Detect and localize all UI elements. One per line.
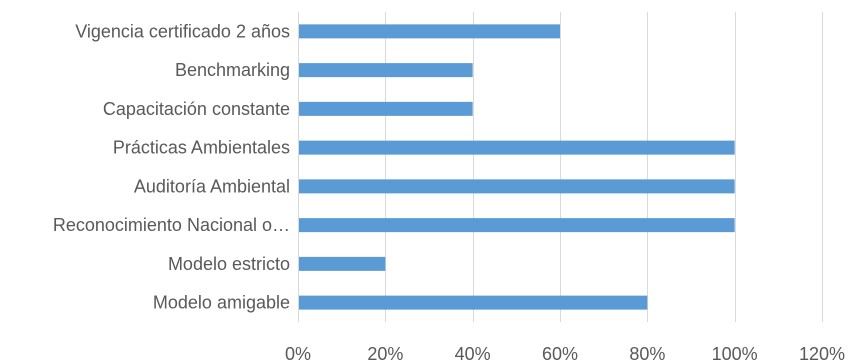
category-label: Capacitación constante xyxy=(103,99,290,119)
category-label: Modelo estricto xyxy=(168,254,290,274)
category-label: Prácticas Ambientales xyxy=(113,138,290,158)
bar xyxy=(298,295,648,310)
bar xyxy=(298,256,386,271)
x-tick-label: 100% xyxy=(712,344,758,364)
x-tick-label: 0% xyxy=(285,344,311,364)
x-tick-label: 40% xyxy=(455,344,491,364)
bars xyxy=(298,24,735,310)
x-tick-label: 80% xyxy=(629,344,665,364)
x-tick-label: 20% xyxy=(367,344,403,364)
category-label: Auditoría Ambiental xyxy=(134,176,290,196)
bar xyxy=(298,140,735,155)
category-label: Vigencia certificado 2 años xyxy=(75,21,290,41)
x-tick-label: 120% xyxy=(799,344,845,364)
bar xyxy=(298,63,473,78)
bar xyxy=(298,218,735,233)
bar xyxy=(298,101,473,116)
bar xyxy=(298,179,735,194)
x-axis-tick-labels: 0% 20% 40% 60% 80% 100% 120% xyxy=(285,344,845,364)
category-label: Reconocimiento Nacional o… xyxy=(53,215,290,235)
category-label: Modelo amigable xyxy=(153,293,290,313)
category-label: Benchmarking xyxy=(175,60,290,80)
x-tick-label: 60% xyxy=(542,344,578,364)
gridlines xyxy=(385,12,823,322)
bar xyxy=(298,24,560,39)
category-labels: Vigencia certificado 2 años Benchmarking C… xyxy=(53,21,290,312)
